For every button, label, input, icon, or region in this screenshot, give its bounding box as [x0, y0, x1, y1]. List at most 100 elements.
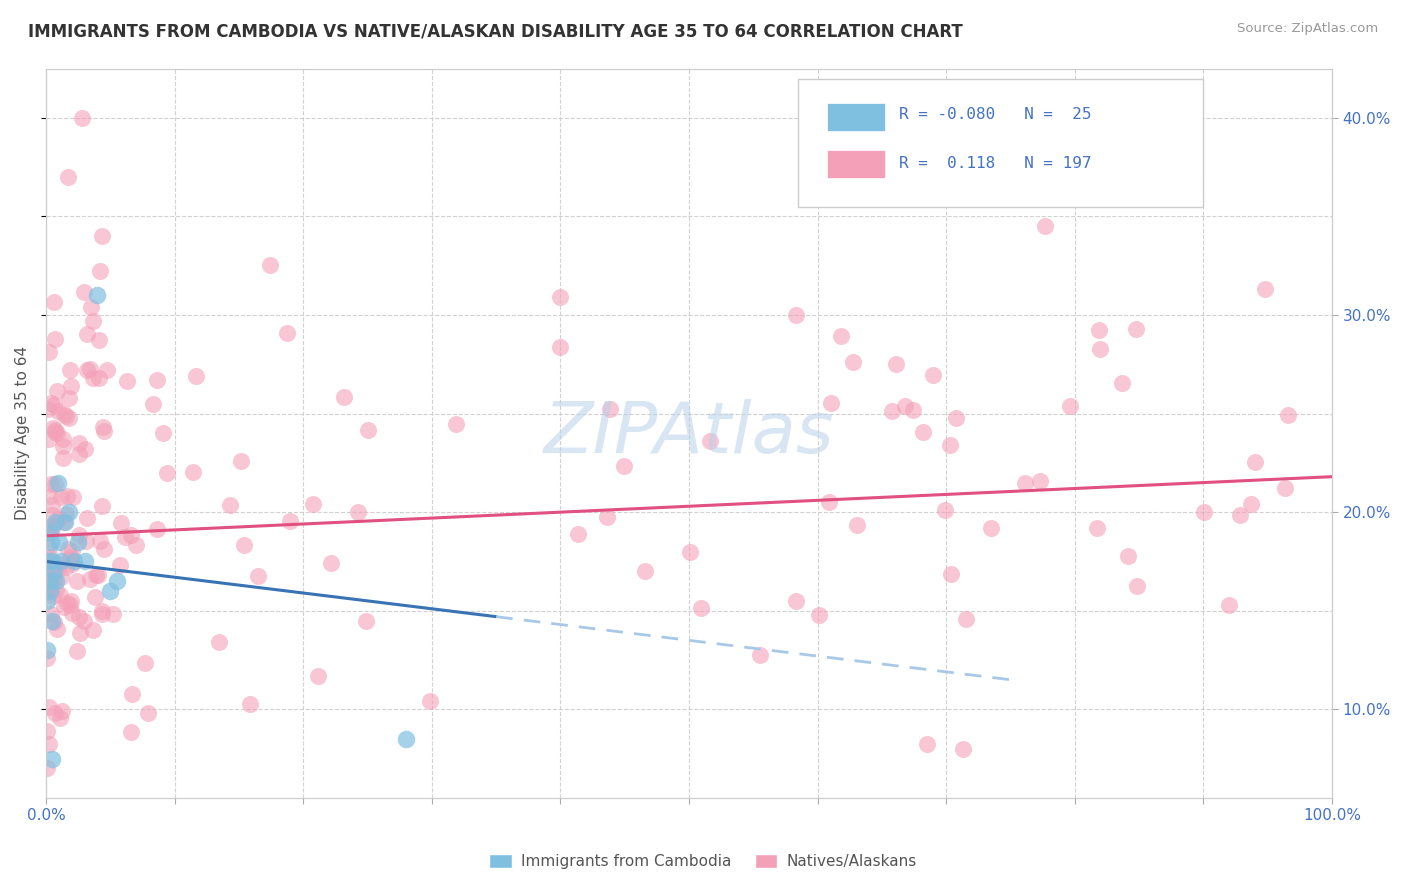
- Point: [1059, 399, 1081, 413]
- Point: [38, 737, 60, 751]
- Point: [1028, 474, 1050, 488]
- Point: [42, 589, 65, 603]
- Point: [548, 290, 571, 304]
- Point: [939, 438, 962, 452]
- Point: [39, 607, 62, 622]
- Point: [65, 644, 87, 658]
- Point: [1125, 321, 1147, 335]
- Point: [37, 594, 59, 608]
- Point: [39, 534, 62, 549]
- Point: [55, 507, 77, 521]
- Point: [142, 397, 165, 411]
- Point: [1116, 549, 1139, 564]
- Point: [45, 583, 67, 598]
- Point: [44, 398, 66, 412]
- Point: [79, 572, 101, 586]
- Point: [45, 574, 67, 589]
- Point: [91, 604, 114, 618]
- Point: [52, 439, 75, 453]
- Point: [894, 399, 917, 413]
- Point: [75, 534, 97, 549]
- Point: [120, 724, 142, 739]
- Point: [42, 517, 65, 532]
- Point: [911, 425, 934, 439]
- Point: [239, 697, 262, 711]
- Point: [121, 687, 143, 701]
- Point: [125, 538, 148, 552]
- Point: [41, 751, 63, 765]
- Point: [60, 550, 83, 565]
- Point: [41, 554, 63, 568]
- Point: [1240, 497, 1263, 511]
- Point: [76, 511, 98, 525]
- Point: [93, 542, 115, 557]
- Point: [184, 368, 207, 383]
- Point: [105, 574, 128, 589]
- Legend: Immigrants from Cambodia, Natives/Alaskans: Immigrants from Cambodia, Natives/Alaska…: [484, 847, 922, 875]
- Point: [136, 706, 159, 720]
- Point: [96, 363, 118, 377]
- Point: [53, 408, 76, 422]
- Point: [155, 466, 177, 480]
- Point: [37, 723, 59, 738]
- Point: [38, 558, 60, 573]
- Point: [134, 656, 156, 670]
- Point: [93, 424, 115, 438]
- Text: IMMIGRANTS FROM CAMBODIA VS NATIVE/ALASKAN DISABILITY AGE 35 TO 64 CORRELATION C: IMMIGRANTS FROM CAMBODIA VS NATIVE/ALASK…: [28, 22, 963, 40]
- Point: [37, 525, 59, 540]
- Point: [87, 371, 110, 385]
- Point: [91, 499, 114, 513]
- Point: [246, 568, 269, 582]
- Point: [395, 731, 418, 746]
- Point: [59, 598, 82, 612]
- Point: [41, 508, 63, 523]
- Point: [89, 264, 111, 278]
- Point: [37, 643, 59, 657]
- Point: [152, 425, 174, 440]
- Point: [87, 333, 110, 347]
- Point: [63, 554, 86, 568]
- Point: [76, 326, 98, 341]
- Text: R = -0.080   N =  25: R = -0.080 N = 25: [898, 107, 1091, 122]
- Point: [87, 567, 110, 582]
- Point: [39, 477, 62, 491]
- Point: [70, 111, 93, 125]
- Point: [278, 514, 301, 528]
- Point: [51, 490, 73, 504]
- Point: [1274, 481, 1296, 495]
- Point: [419, 694, 441, 708]
- Point: [38, 700, 60, 714]
- Point: [146, 373, 169, 387]
- Point: [567, 526, 589, 541]
- Point: [699, 434, 721, 448]
- Point: [51, 570, 73, 584]
- Point: [41, 498, 63, 512]
- Point: [82, 371, 104, 385]
- Point: [38, 345, 60, 359]
- Point: [444, 417, 467, 431]
- Point: [921, 368, 943, 382]
- Text: Source: ZipAtlas.com: Source: ZipAtlas.com: [1237, 22, 1378, 36]
- Point: [46, 384, 69, 399]
- Point: [842, 355, 865, 369]
- Point: [38, 554, 60, 568]
- Point: [60, 593, 83, 607]
- Point: [146, 523, 169, 537]
- Point: [53, 515, 76, 529]
- Point: [115, 374, 138, 388]
- Point: [37, 574, 59, 589]
- Point: [37, 651, 59, 665]
- Point: [817, 494, 839, 508]
- Point: [1033, 219, 1056, 233]
- Point: [51, 554, 73, 568]
- Point: [44, 476, 66, 491]
- Point: [76, 362, 98, 376]
- Point: [181, 466, 204, 480]
- Point: [73, 615, 96, 629]
- Point: [321, 556, 343, 570]
- Point: [41, 614, 63, 628]
- FancyBboxPatch shape: [799, 79, 1204, 207]
- Point: [114, 530, 136, 544]
- Point: [38, 550, 60, 565]
- Point: [86, 288, 108, 302]
